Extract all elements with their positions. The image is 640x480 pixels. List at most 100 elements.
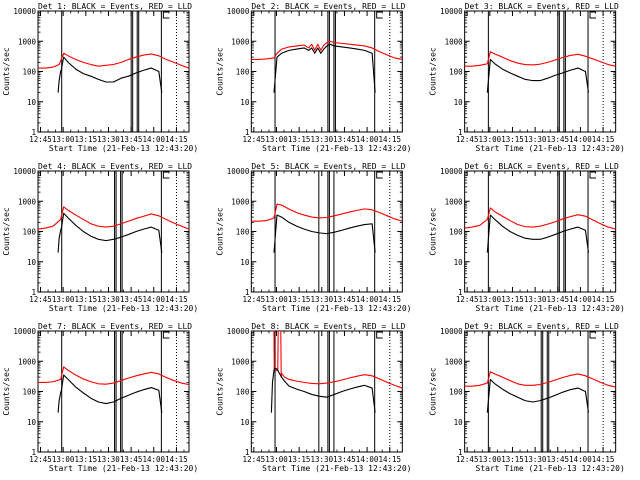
y-tick-label: 1000 (231, 197, 250, 206)
x-tick-label: 13:00 (52, 135, 75, 144)
y-tick-label: 1000 (18, 37, 37, 46)
series-lld-line (38, 52, 189, 69)
y-tick-label: 100 (22, 228, 36, 237)
x-tick-label: 13:15 (288, 135, 311, 144)
y-tick-label: 1 (245, 128, 250, 137)
x-tick-label: 13:15 (288, 455, 311, 464)
x-tick-label: 14:15 (378, 135, 401, 144)
y-tick-label: 1 (458, 288, 463, 297)
y-tick-label: 10000 (440, 327, 463, 336)
x-axis-label: Start Time (21-Feb-13 12:43:20) (262, 464, 411, 473)
y-axis-label: Counts/sec (215, 367, 224, 415)
series-lld-line (251, 40, 403, 61)
x-axis-label: Start Time (21-Feb-13 12:43:20) (49, 144, 198, 153)
y-axis-label: Counts/sec (429, 47, 438, 95)
series-group (38, 52, 189, 93)
x-tick-label: 14:15 (592, 455, 615, 464)
x-tick-label: 13:15 (501, 455, 524, 464)
series-group (464, 207, 616, 253)
y-tick-label: 10 (27, 98, 37, 107)
y-tick-label: 1 (245, 448, 250, 457)
y-tick-label: 10 (240, 418, 250, 427)
series-lld-line (464, 51, 616, 67)
y-tick-label: 10000 (13, 327, 36, 336)
y-tick-label: 10 (454, 98, 464, 107)
y-tick-label: 1000 (18, 357, 37, 366)
x-tick-label: 14:00 (356, 135, 379, 144)
y-tick-label: 10 (454, 418, 464, 427)
x-tick-label: 14:15 (165, 295, 188, 304)
x-tick-label: 13:30 (97, 455, 120, 464)
x-axis-label: Start Time (21-Feb-13 12:43:20) (476, 144, 625, 153)
x-tick-label: 14:15 (378, 455, 401, 464)
marker-bracket (376, 331, 383, 339)
marker-bracket (162, 171, 170, 179)
x-tick-label: 13:45 (546, 135, 569, 144)
x-tick-label: 14:00 (142, 455, 165, 464)
series-events-line (57, 212, 163, 253)
x-tick-label: 14:15 (592, 295, 615, 304)
x-tick-label: 14:15 (378, 295, 401, 304)
panel-det-4: Det 4: BLACK = Events, RED = LLD 1 10 100 10… (2, 162, 198, 313)
x-tick-label: 13:45 (333, 295, 356, 304)
x-tick-label: 13:45 (546, 295, 569, 304)
series-events-line (273, 214, 376, 253)
x-tick-label: 13:30 (524, 455, 547, 464)
x-tick-label: 13:00 (265, 135, 288, 144)
x-tick-label: 13:30 (311, 295, 334, 304)
x-tick-label: 14:15 (592, 135, 615, 144)
panel-det-6: Det 6: BLACK = Events, RED = LLD 1 10 100 10… (429, 162, 625, 313)
marker-bracket (589, 171, 597, 179)
series-lld-line (251, 203, 403, 222)
x-tick-label: 13:15 (75, 135, 98, 144)
x-tick-label: 14:15 (165, 455, 188, 464)
y-tick-label: 1 (31, 448, 36, 457)
x-tick-label: 13:00 (479, 295, 502, 304)
y-tick-label: 10000 (227, 167, 250, 176)
x-tick-label: 13:15 (501, 135, 524, 144)
x-tick-label: 14:00 (569, 135, 592, 144)
y-tick-label: 1 (458, 448, 463, 457)
series-group (251, 40, 403, 93)
marker-bracket (589, 11, 597, 19)
series-events-line (486, 378, 590, 413)
y-tick-label: 1 (245, 288, 250, 297)
y-tick-label: 100 (449, 388, 463, 397)
y-tick-label: 10000 (440, 167, 463, 176)
panel-title: Det 2: BLACK = Events, RED = LLD (251, 2, 405, 11)
y-axis-label: Counts/sec (2, 207, 11, 255)
y-tick-label: 10 (27, 418, 37, 427)
x-tick-label: 12:45 (29, 135, 52, 144)
x-tick-label: 13:00 (479, 135, 502, 144)
y-axis-label: Counts/sec (2, 367, 11, 415)
x-tick-label: 13:00 (52, 455, 75, 464)
x-tick-label: 12:45 (243, 455, 266, 464)
x-tick-label: 14:00 (569, 455, 592, 464)
x-tick-label: 13:30 (311, 455, 334, 464)
y-tick-label: 1 (31, 128, 36, 137)
panel-det-5: Det 5: BLACK = Events, RED = LLD 1 10 100 10… (215, 162, 411, 313)
x-tick-label: 13:15 (75, 455, 98, 464)
y-tick-label: 10000 (440, 7, 463, 16)
x-axis-label: Start Time (21-Feb-13 12:43:20) (476, 464, 625, 473)
x-tick-label: 13:30 (97, 295, 120, 304)
panel-title: Det 1: BLACK = Events, RED = LLD (38, 2, 192, 11)
x-tick-label: 12:45 (456, 455, 479, 464)
x-tick-label: 14:00 (142, 135, 165, 144)
series-group (38, 206, 189, 253)
panel-title: Det 4: BLACK = Events, RED = LLD (38, 162, 192, 171)
panel-det-9: Det 9: BLACK = Events, RED = LLD 1 10 100 10… (429, 322, 625, 473)
y-tick-label: 1000 (445, 357, 464, 366)
x-tick-label: 13:45 (120, 295, 143, 304)
y-tick-label: 10000 (13, 167, 36, 176)
x-tick-label: 14:00 (142, 295, 165, 304)
series-events-line (486, 58, 590, 93)
y-axis-label: Counts/sec (2, 47, 11, 95)
series-events-line (270, 367, 376, 413)
y-tick-label: 100 (236, 68, 250, 77)
x-tick-label: 13:30 (311, 135, 334, 144)
y-axis-label: Counts/sec (215, 207, 224, 255)
y-tick-label: 100 (22, 388, 36, 397)
series-group (38, 366, 189, 413)
